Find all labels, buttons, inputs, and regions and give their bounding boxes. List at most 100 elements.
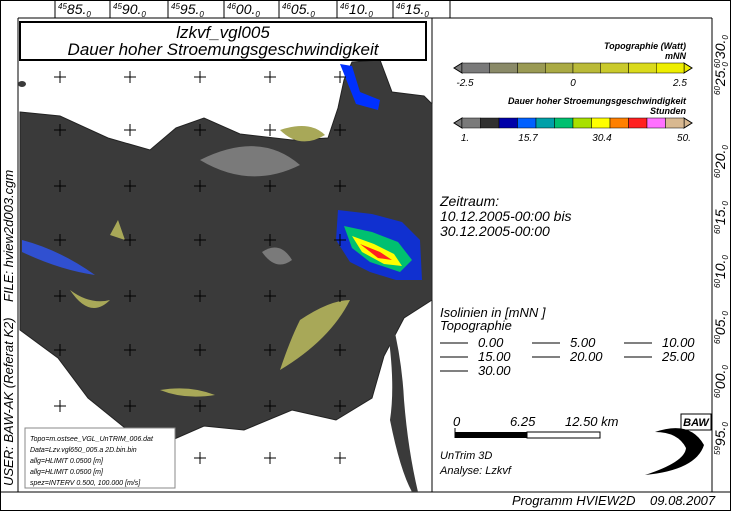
colorbar-cell [517, 117, 537, 129]
legend-unit: Stunden [650, 106, 686, 116]
top-axis: 4585.04590.04595.04600.04605.04610.04615… [54, 0, 451, 19]
axis-main: 15. [405, 1, 424, 17]
colorbar-tick: 50. [677, 133, 691, 144]
axis-label: 4605.0 [282, 1, 315, 19]
river [386, 320, 418, 492]
colorbar-cell [600, 62, 629, 74]
axis-sup: 45 [171, 2, 180, 11]
axis-label: 4610.0 [340, 1, 373, 19]
colorbar-cell [480, 117, 500, 129]
axis-sup: 46 [282, 2, 291, 11]
colorbar-cell [591, 117, 611, 129]
axis-main: 05. [712, 316, 728, 335]
colorbar-tick: 15.7 [518, 133, 538, 144]
axis-main: 10. [349, 1, 368, 17]
axis-sub: 0 [721, 201, 730, 206]
axis-label: 5995.0 [712, 422, 730, 455]
axis-sup: 60 [713, 169, 722, 178]
axis-sub: 0 [721, 35, 730, 40]
colorbar: 1. 15.7 30.4 50. [453, 117, 693, 144]
isoline-level: 0.00 [478, 335, 504, 350]
logo-box [680, 413, 712, 431]
colorbar-cell [646, 117, 666, 129]
colorbar-cell [628, 117, 648, 129]
axis-main: 95. [180, 1, 199, 17]
isoline-levels: 0.00 5.00 10.00 15.00 20.00 25.00 30.00 [440, 335, 695, 378]
isolines-title: Isolinien in [mNN ] [440, 305, 546, 320]
legend-title: Topographie (Watt) [604, 41, 686, 51]
channel [22, 240, 95, 275]
colorbar-cell [545, 62, 574, 74]
scale-label: 6.25 [510, 414, 536, 429]
footer-program: Programm HVIEW2D [512, 493, 636, 508]
isoline-level: 10.00 [662, 335, 695, 350]
axis-sup: 60 [713, 59, 722, 68]
model-name: UnTrim 3D [440, 450, 492, 462]
colorbar-cell [517, 62, 546, 74]
axis-main: 20. [712, 150, 728, 170]
shallow [262, 247, 292, 265]
isolines-subtitle: Topographie [440, 318, 512, 333]
title-box [19, 21, 427, 61]
axis-main: 00. [712, 370, 728, 389]
legend-title: Dauer hoher Stroemungsgeschwindigkeit [508, 96, 687, 106]
axis-sub: 0 [721, 311, 730, 316]
axis-label: 6005.0 [712, 311, 730, 344]
axis-sup: 45 [58, 2, 67, 11]
isoline-level: 30.00 [478, 363, 511, 378]
isoline-level: 15.00 [478, 349, 511, 364]
logo-swoosh [645, 428, 704, 475]
axis-sub: 0 [86, 10, 91, 19]
info-line: Topo=m.ostsee_VGL_UnTRIM_006.dat [30, 436, 154, 443]
right-axis: 6030.06025.06020.06015.06010.06005.06000… [712, 35, 730, 455]
axis-sup: 45 [113, 2, 122, 11]
axis-main: 25. [712, 67, 728, 87]
island [18, 81, 26, 87]
colorbar-cell [572, 62, 601, 74]
axis-label: 6030.0 [712, 35, 730, 68]
model-analysis: Analyse: Lzkvf [439, 465, 512, 477]
info-box [24, 427, 176, 489]
axis-label: 4595.0 [171, 1, 204, 19]
isoline-level: 20.00 [569, 349, 603, 364]
colorbar-cell [461, 117, 481, 129]
colorbar-tick: 1. [461, 133, 469, 144]
colorbar-cell [628, 62, 657, 74]
axis-main: 95. [712, 427, 728, 446]
axis-sup: 60 [713, 389, 722, 398]
shallow [200, 146, 300, 177]
axis-main: 05. [291, 1, 310, 17]
scale-segment [526, 431, 601, 439]
map [18, 59, 433, 492]
subtitle: Dauer hoher Stroemungsgeschwindigkeit [68, 40, 380, 59]
axis-sub: 0 [721, 145, 730, 150]
axis-label: 4615.0 [396, 1, 429, 19]
axis-sub: 0 [721, 365, 730, 370]
info-lines: Topo=m.ostsee_VGL_UnTRIM_006.dat Data=Lzv… [30, 436, 154, 487]
info-line: spez=INTERV 0.500, 100.000 [m/s] [30, 480, 141, 487]
colorbar-cell [609, 117, 629, 129]
colorbar-cell [554, 117, 574, 129]
footer-date: 09.08.2007 [650, 493, 716, 508]
colorbar-tick: 0 [570, 78, 576, 89]
axis-sub: 0 [310, 10, 315, 19]
scale-label: 0 [453, 414, 461, 429]
info-line: Data=Lzv.vgl650_005.a 2D.bin.bin [30, 447, 137, 454]
colorbar-cell [489, 62, 518, 74]
axis-label: 6015.0 [712, 201, 730, 234]
axis-main: 00. [236, 1, 255, 17]
axis-main: 10. [712, 260, 728, 279]
axis-sup: 59 [713, 446, 722, 455]
colorbar-cell [498, 117, 518, 129]
period-label: Zeitraum: [439, 193, 499, 209]
duration-patch [340, 64, 380, 110]
colorbar-cell [665, 117, 685, 129]
axis-main: 15. [712, 206, 728, 225]
axis-label: 6000.0 [712, 365, 730, 398]
axis-sub: 0 [141, 10, 146, 19]
axis-sup: 46 [396, 2, 405, 11]
colorbar-cell [535, 117, 555, 129]
axis-main: 85. [67, 1, 86, 17]
isoline-level: 5.00 [570, 335, 596, 350]
